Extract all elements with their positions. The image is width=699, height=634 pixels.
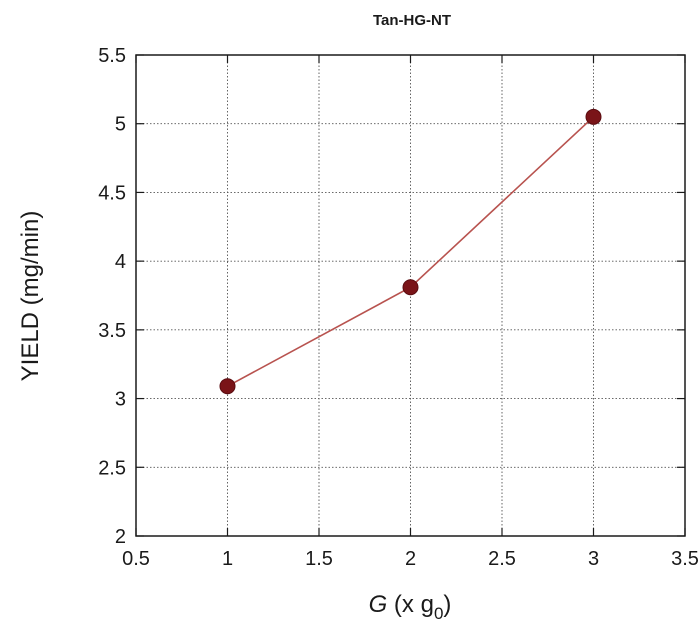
plot-frame	[135, 54, 686, 537]
data-point	[219, 378, 236, 395]
x-axis-label-mid: (x g	[387, 591, 434, 618]
x-tick-label: 2	[405, 548, 416, 570]
x-tick-label: 3.5	[671, 548, 699, 570]
data-point	[402, 279, 419, 296]
y-tick-label: 5.5	[98, 45, 126, 67]
y-tick-label: 2	[115, 526, 126, 548]
y-tick-label: 3.5	[98, 320, 126, 342]
series	[219, 108, 602, 395]
x-axis-label-symbol: G	[369, 591, 388, 618]
x-axis-label: G (x g0)	[369, 591, 452, 623]
x-axis-label-end: )	[443, 591, 451, 618]
y-tick-label: 4	[115, 251, 126, 273]
y-axis: 2 2.5 3 3.5 4 4.5 5 5.5	[98, 45, 685, 548]
grid	[136, 55, 685, 536]
data-point	[585, 108, 602, 125]
chart-title: Tan-HG-NT	[373, 12, 451, 29]
y-tick-label: 4.5	[98, 182, 126, 204]
y-tick-label: 2.5	[98, 457, 126, 479]
x-axis: 0.5 1 1.5 2 2.5 3 3.5	[122, 55, 699, 570]
y-axis-label: YIELD (mg/min)	[17, 211, 44, 382]
x-tick-label: 1	[222, 548, 233, 570]
x-axis-label-subscript: 0	[434, 604, 443, 623]
x-tick-label: 0.5	[122, 548, 150, 570]
x-tick-label: 1.5	[305, 548, 333, 570]
x-tick-label: 3	[588, 548, 599, 570]
x-tick-label: 2.5	[488, 548, 516, 570]
y-tick-label: 3	[115, 389, 126, 411]
y-tick-label: 5	[115, 114, 126, 136]
